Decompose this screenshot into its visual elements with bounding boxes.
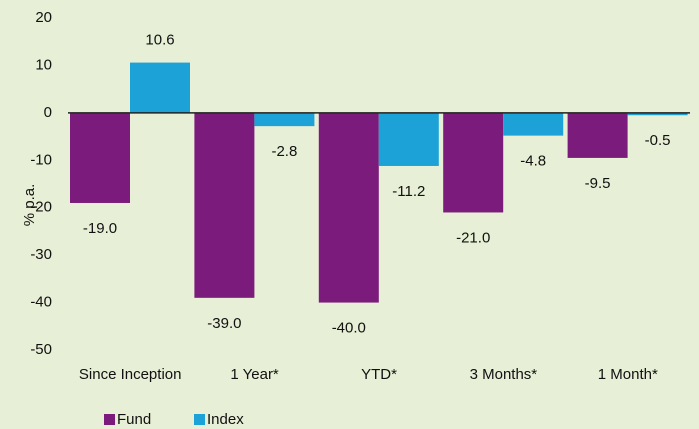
bar [318, 112, 379, 303]
value-label: -11.2 [392, 183, 425, 200]
value-label: -0.5 [645, 132, 671, 149]
bar [503, 112, 564, 136]
value-label: -2.8 [271, 143, 297, 160]
y-tick-label: -10 [30, 151, 52, 168]
x-tick-label: 1 Year* [230, 366, 279, 383]
y-tick-label: -20 [30, 199, 52, 216]
x-tick-label: 3 Months* [469, 366, 538, 383]
value-label: -9.5 [585, 175, 611, 192]
bar [194, 112, 255, 298]
value-label: -4.8 [520, 153, 546, 170]
x-tick-label: 1 Month* [597, 366, 658, 383]
value-label: 10.6 [145, 32, 174, 49]
legend-swatch [194, 414, 205, 425]
bar [443, 112, 504, 213]
bar [378, 112, 439, 166]
value-label: -21.0 [456, 229, 490, 246]
legend-swatch [104, 414, 115, 425]
bar [254, 112, 315, 127]
value-label: -19.0 [83, 220, 117, 237]
bar [567, 112, 628, 158]
x-tick-label: Since Inception [78, 366, 182, 383]
y-tick-label: -50 [30, 341, 52, 358]
y-tick-label: 10 [35, 56, 52, 73]
y-tick-label: -30 [30, 246, 52, 263]
value-label: -39.0 [207, 315, 241, 332]
legend-label: Fund [117, 411, 151, 428]
x-tick-label: YTD* [361, 366, 397, 383]
bar [70, 112, 130, 203]
bar [130, 62, 190, 113]
value-label: -40.0 [332, 320, 366, 337]
y-tick-label: 0 [44, 104, 52, 121]
bar [627, 112, 688, 116]
y-axis-label: % p.a. [21, 184, 38, 227]
y-tick-label: -40 [30, 294, 52, 311]
y-tick-label: 20 [35, 9, 52, 26]
legend-label: Index [207, 411, 244, 428]
